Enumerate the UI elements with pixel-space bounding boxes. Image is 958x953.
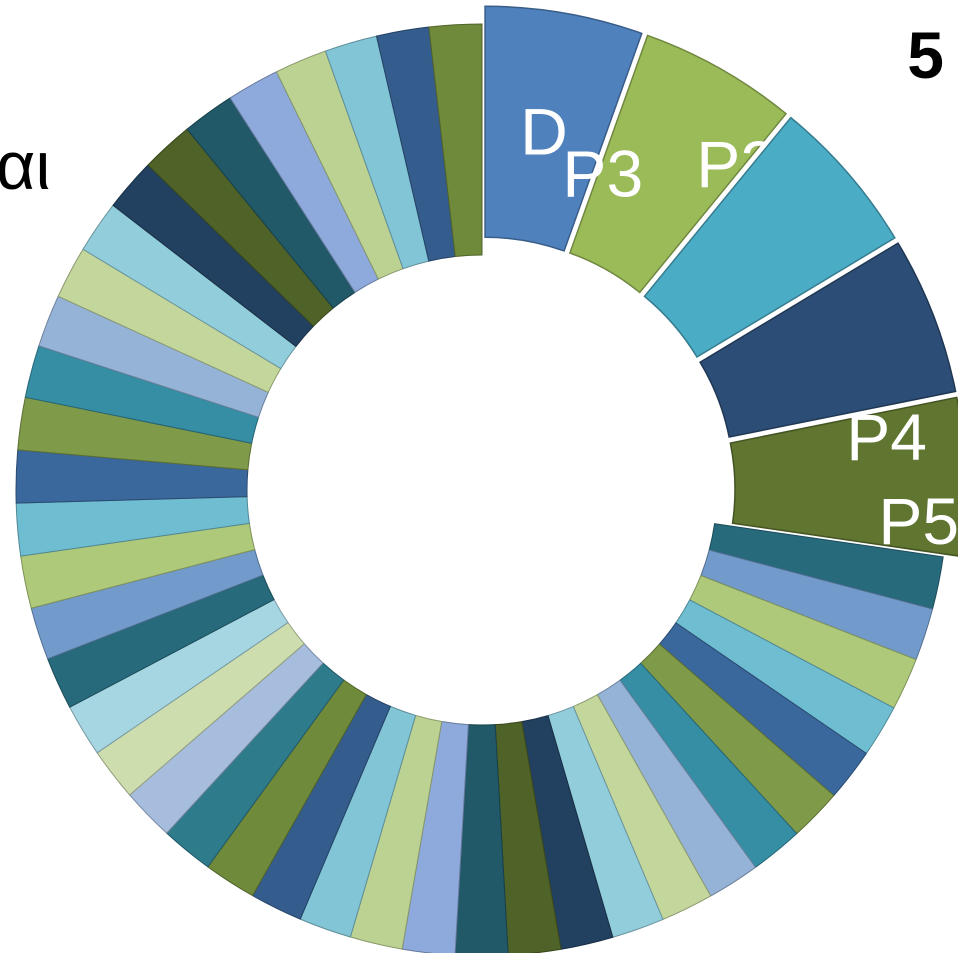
- page-number: 5: [907, 18, 944, 92]
- slice-label-p5: P5: [878, 484, 958, 558]
- side-text-fragment: αι: [0, 128, 51, 204]
- slice-label-p4: P4: [846, 400, 927, 474]
- slice-label-d: D: [520, 94, 568, 168]
- major-slice-4: [699, 242, 957, 438]
- major-slice-3: [643, 116, 896, 359]
- slice-label-p3: P3: [562, 137, 643, 211]
- major-slice-5: [729, 396, 958, 557]
- major-slice-1: [484, 5, 643, 252]
- minor-slice-40: [428, 23, 483, 258]
- major-slice-2: [568, 34, 788, 294]
